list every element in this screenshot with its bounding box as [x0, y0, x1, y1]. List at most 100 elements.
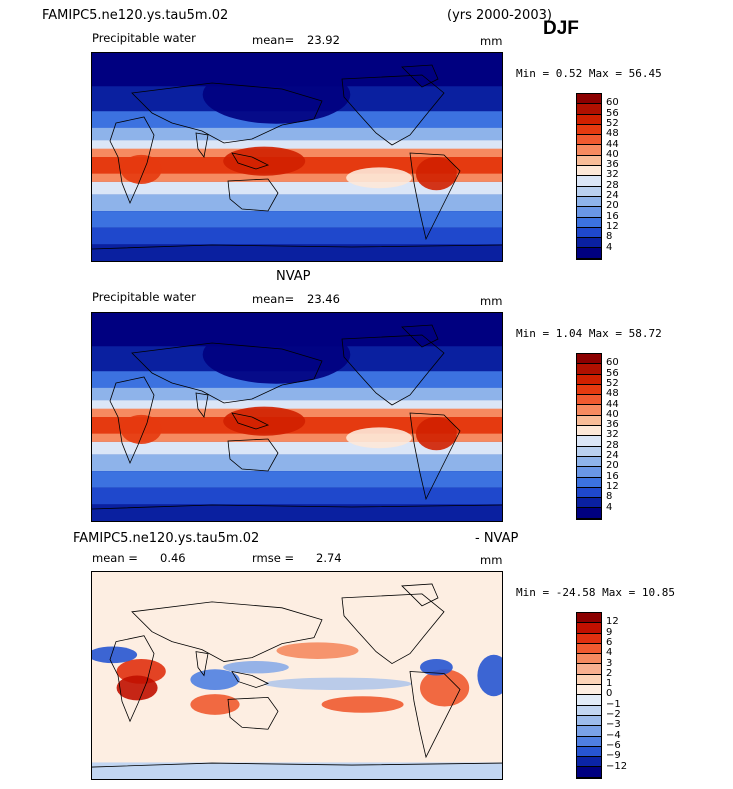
colorbar-tick-label: 28 — [606, 179, 619, 191]
colorbar-swatch — [577, 467, 601, 478]
coastline — [401, 324, 439, 348]
colorbar-tick-label: 0 — [606, 688, 613, 700]
colorbar-tick-label: 56 — [606, 367, 619, 379]
colorbar-tick-label: 16 — [606, 470, 619, 482]
coastline — [341, 74, 445, 146]
coastline — [92, 244, 502, 250]
panel1-units: mm — [480, 34, 503, 48]
field-blob — [276, 642, 359, 659]
colorbar-swatch — [577, 374, 601, 385]
colorbar-swatch — [577, 623, 601, 634]
field-band — [92, 487, 502, 505]
panel1-map — [91, 52, 503, 262]
panel3-map — [91, 571, 503, 780]
colorbar-tick-label: 40 — [606, 148, 619, 160]
panel2-min-max: Min = 1.04 Max = 58.72 — [516, 327, 662, 340]
panel2-field-plot — [92, 313, 502, 521]
field-blob — [202, 325, 351, 384]
colorbar-tick-label: 12 — [606, 480, 619, 492]
field-blob — [346, 167, 412, 189]
colorbar-swatch — [577, 613, 601, 624]
field-band — [92, 244, 502, 261]
coastline — [131, 601, 323, 662]
colorbar-swatch — [577, 695, 601, 706]
coastline — [227, 178, 279, 212]
coastline — [409, 412, 461, 501]
coastline — [109, 116, 155, 205]
colorbar-tick-label: 24 — [606, 190, 619, 201]
colorbar-tick-label: −3 — [606, 719, 621, 731]
colorbar-swatch — [577, 643, 601, 655]
colorbar-swatch — [577, 238, 601, 249]
colorbar-tick-label: 36 — [606, 419, 619, 431]
colorbar-tick-label: −12 — [606, 760, 628, 772]
panel1-variable: Precipitable water — [92, 31, 196, 45]
colorbar-tick-label: 9 — [606, 626, 613, 638]
coastline — [341, 334, 445, 406]
field-blob — [116, 675, 158, 701]
coastline — [409, 671, 461, 759]
colorbar-tick-label: 32 — [606, 169, 619, 181]
coastline — [109, 376, 155, 465]
colorbar-swatch — [577, 736, 601, 747]
panel3-title-left: FAMIPC5.ne120.ys.tau5m.02 — [73, 531, 260, 546]
colorbar-swatch — [577, 446, 601, 457]
panel1-min-max: Min = 0.52 Max = 56.45 — [516, 67, 662, 80]
colorbar-swatch — [577, 196, 601, 208]
field-band — [92, 454, 502, 472]
colorbar-swatch — [577, 104, 601, 115]
case-title: FAMIPC5.ne120.ys.tau5m.02 — [42, 8, 229, 23]
colorbar-tick-label: 2 — [606, 667, 613, 679]
colorbar-swatch — [577, 114, 601, 125]
colorbar-swatch — [577, 477, 601, 488]
colorbar-tick-label: 20 — [606, 200, 619, 212]
panel3-field-plot — [92, 572, 502, 779]
colorbar-tick-label: 28 — [606, 439, 619, 451]
field-blob — [420, 669, 470, 707]
field-blob — [92, 646, 138, 664]
colorbar-tick-label: 52 — [606, 117, 619, 129]
colorbar-swatch — [577, 94, 601, 105]
colorbar-swatch — [577, 135, 601, 146]
coastline — [401, 583, 439, 607]
colorbar-swatch — [577, 508, 601, 519]
field-blob — [120, 154, 162, 185]
colorbar-tick-label: 60 — [606, 97, 619, 109]
colorbar-swatch — [577, 176, 601, 187]
colorbar-tick-label: −9 — [606, 750, 621, 762]
colorbar-tick-label: 52 — [606, 377, 619, 389]
panel2-units: mm — [480, 294, 503, 308]
field-blob — [415, 417, 457, 451]
colorbar-tick-label: 32 — [606, 429, 619, 441]
colorbar-swatch — [577, 405, 601, 416]
field-blob — [346, 427, 412, 449]
field-blob — [223, 661, 289, 674]
panel2-mean-value: 23.46 — [307, 292, 340, 306]
coastline — [231, 152, 270, 170]
colorbar-tick-label: −1 — [606, 698, 621, 710]
colorbar-tick-label: 8 — [606, 231, 613, 243]
colorbar-swatch — [577, 633, 601, 644]
panel3-title-right: - NVAP — [475, 531, 519, 546]
field-band — [92, 127, 502, 145]
coastline — [227, 696, 279, 730]
field-band — [92, 471, 502, 488]
colorbar-swatch — [577, 456, 601, 468]
coastline — [231, 412, 270, 430]
panel1-field-plot — [92, 53, 502, 261]
colorbar-swatch — [577, 426, 601, 437]
colorbar-tick-label: 60 — [606, 357, 619, 369]
years-label: (yrs 2000-2003) — [447, 8, 552, 23]
colorbar-swatch — [577, 145, 601, 156]
coastline — [409, 152, 461, 241]
colorbar-tick-label: 12 — [606, 220, 619, 232]
colorbar-tick-label: 36 — [606, 159, 619, 171]
panel3-mean-label: mean = — [92, 551, 138, 565]
coastline — [131, 342, 323, 404]
colorbar-tick-label: 20 — [606, 460, 619, 472]
coastline — [131, 82, 323, 144]
colorbar-swatches — [576, 93, 602, 260]
colorbar-swatch — [577, 354, 601, 365]
field-band — [92, 504, 502, 521]
colorbar-swatch — [577, 757, 601, 768]
